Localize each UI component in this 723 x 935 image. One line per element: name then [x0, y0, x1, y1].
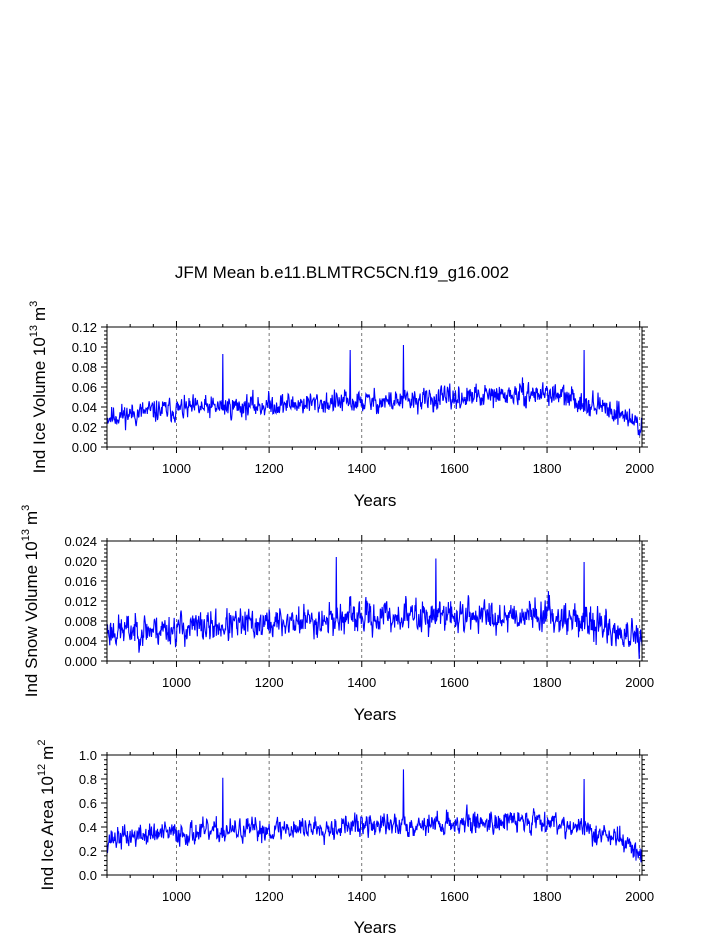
ice-area-ylabel-unit-exp: 2: [36, 740, 48, 746]
panel-ice-volume: 0.00 0.02 0.04 0.06 0.08 0.10 0.12 1000 …: [28, 301, 654, 510]
snow-volume-ylabel-exp: 13: [20, 529, 32, 541]
ice-volume-ylabel-main: Ind Ice Volume 10: [30, 337, 49, 473]
snow-volume-ylabel-unit-exp: 3: [20, 505, 32, 511]
ice-volume-series-line: [106, 344, 643, 437]
snow-volume-x-tick-labels: 1000 1200 1400 1600 1800 2000: [162, 675, 654, 690]
snow-volume-y-tick-labels: 0.000 0.004 0.008 0.012 0.016 0.020 0.02…: [64, 534, 97, 669]
snow-volume-ytick-label: 0.004: [64, 634, 97, 649]
ice-area-ytick-label: 0.2: [79, 844, 97, 859]
snow-volume-ytick-label: 0.008: [64, 614, 97, 629]
snow-volume-xtick-label: 2000: [625, 675, 654, 690]
snow-volume-xtick-label: 1000: [162, 675, 191, 690]
ice-area-ticks: [101, 749, 648, 881]
ice-volume-plot-frame: [106, 326, 643, 448]
snow-volume-xtick-label: 1400: [347, 675, 376, 690]
ice-area-ytick-label: 0.0: [79, 868, 97, 883]
ice-area-ytick-label: 0.4: [79, 820, 97, 835]
snow-volume-series-line: [106, 556, 643, 660]
snow-volume-ytick-label: 0.012: [64, 594, 97, 609]
ice-volume-xtick-label: 1000: [162, 461, 191, 476]
ice-volume-ylabel-unit-exp: 3: [28, 301, 40, 307]
ice-area-xtick-label: 1400: [347, 889, 376, 904]
ice-volume-ytick-label: 0.10: [72, 340, 97, 355]
ice-area-xtick-label: 1600: [440, 889, 469, 904]
ice-volume-ytick-label: 0.08: [72, 360, 97, 375]
snow-volume-ticks: [101, 535, 648, 667]
ice-area-y-axis-label: Ind Ice Area 1012 m2: [36, 740, 57, 891]
snow-volume-ytick-label: 0.016: [64, 574, 97, 589]
ice-volume-xtick-label: 1200: [255, 461, 284, 476]
ice-area-ylabel-exp: 12: [36, 764, 48, 776]
ice-area-ytick-label: 1.0: [79, 748, 97, 763]
snow-volume-grid: [176, 541, 641, 661]
ice-volume-xtick-label: 1600: [440, 461, 469, 476]
ice-volume-ylabel-unit: m: [30, 307, 49, 321]
ice-volume-xtick-label: 1400: [347, 461, 376, 476]
ice-volume-grid: [176, 327, 641, 447]
snow-volume-y-axis-label: Ind Snow Volume 1013 m3: [20, 505, 41, 698]
ice-volume-xtick-label: 2000: [625, 461, 654, 476]
ice-area-series-line: [106, 769, 643, 863]
ice-volume-ytick-label: 0.00: [72, 440, 97, 455]
ice-area-x-tick-labels: 1000 1200 1400 1600 1800 2000: [162, 889, 654, 904]
ice-area-plot-frame: [106, 754, 643, 876]
snow-volume-xtick-label: 1200: [255, 675, 284, 690]
ice-area-y-tick-labels: 0.0 0.2 0.4 0.6 0.8 1.0: [79, 748, 97, 883]
ice-area-grid: [176, 755, 641, 875]
ice-area-xtick-label: 2000: [625, 889, 654, 904]
ice-area-xtick-label: 1000: [162, 889, 191, 904]
panel-ice-area: 0.0 0.2 0.4 0.6 0.8 1.0 1000 1200 1400 1…: [36, 740, 654, 935]
ice-area-ylabel-unit: m: [38, 746, 57, 760]
ice-volume-x-tick-labels: 1000 1200 1400 1600 1800 2000: [162, 461, 654, 476]
ice-area-ytick-label: 0.8: [79, 772, 97, 787]
ice-area-x-axis-label: Years: [354, 918, 397, 935]
snow-volume-plot-frame: [106, 540, 643, 662]
ice-volume-x-axis-label: Years: [354, 491, 397, 510]
ice-area-ytick-label: 0.6: [79, 796, 97, 811]
ice-volume-ytick-label: 0.12: [72, 320, 97, 335]
snow-volume-ytick-label: 0.024: [64, 534, 97, 549]
ice-area-ylabel-main: Ind Ice Area 10: [38, 776, 57, 890]
ice-volume-ytick-label: 0.06: [72, 380, 97, 395]
snow-volume-ytick-label: 0.000: [64, 654, 97, 669]
ice-volume-xtick-label: 1800: [533, 461, 562, 476]
ice-volume-ytick-label: 0.04: [72, 400, 97, 415]
ice-volume-y-tick-labels: 0.00 0.02 0.04 0.06 0.08 0.10 0.12: [72, 320, 97, 455]
ice-volume-ytick-label: 0.02: [72, 420, 97, 435]
snow-volume-xtick-label: 1600: [440, 675, 469, 690]
snow-volume-ytick-label: 0.020: [64, 554, 97, 569]
panel-snow-volume: 0.000 0.004 0.008 0.012 0.016 0.020 0.02…: [20, 505, 654, 724]
ice-volume-y-axis-label: Ind Ice Volume 1013 m3: [28, 301, 49, 474]
snow-volume-x-axis-label: Years: [354, 705, 397, 724]
ice-area-xtick-label: 1800: [533, 889, 562, 904]
figure-title: JFM Mean b.e11.BLMTRC5CN.f19_g16.002: [175, 263, 509, 282]
ice-volume-ticks: [101, 321, 648, 453]
snow-volume-ylabel-main: Ind Snow Volume 10: [22, 541, 41, 697]
ice-area-xtick-label: 1200: [255, 889, 284, 904]
snow-volume-ylabel-unit: m: [22, 511, 41, 525]
snow-volume-xtick-label: 1800: [533, 675, 562, 690]
ice-volume-ylabel-exp: 13: [28, 325, 40, 337]
